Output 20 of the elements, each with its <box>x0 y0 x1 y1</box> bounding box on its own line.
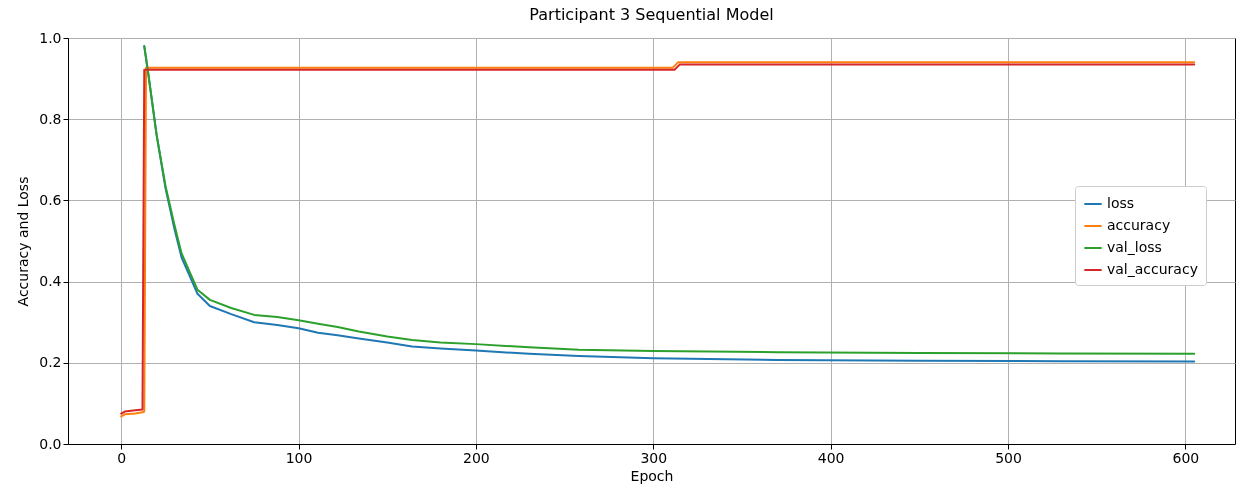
x-axis-title: Epoch <box>630 467 674 484</box>
legend-label: loss <box>1107 195 1135 211</box>
y-tick-label: 0.6 <box>39 191 62 208</box>
y-tick-label: 0.2 <box>39 354 62 371</box>
y-axis-title: Accuracy and Loss <box>15 176 32 307</box>
y-tick-label: 0.4 <box>39 273 62 290</box>
x-tick-label: 0 <box>117 449 127 466</box>
legend-label: val_accuracy <box>1107 261 1198 277</box>
chart-title: Participant 3 Sequential Model <box>529 5 774 24</box>
x-tick-label: 300 <box>640 449 668 466</box>
x-tick-label: 600 <box>1172 449 1200 466</box>
y-tick-label: 0.8 <box>39 110 62 127</box>
y-tick-label: 1.0 <box>39 29 62 46</box>
legend-label: accuracy <box>1107 217 1171 233</box>
x-tick-label: 400 <box>817 449 845 466</box>
x-tick-label: 100 <box>285 449 313 466</box>
y-tick-label: 0.0 <box>39 435 62 452</box>
legend-label: val_loss <box>1107 239 1162 255</box>
x-tick-label: 500 <box>995 449 1022 466</box>
x-tick-label: 200 <box>463 449 490 466</box>
